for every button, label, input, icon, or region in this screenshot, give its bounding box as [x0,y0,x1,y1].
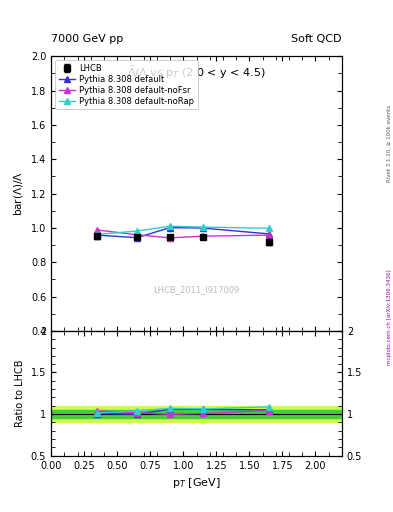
Text: Rivet 3.1.10, ≥ 100k events: Rivet 3.1.10, ≥ 100k events [387,105,392,182]
Pythia 8.308 default-noRap [135,228,140,234]
Pythia 8.308 default-noRap [267,225,272,231]
Pythia 8.308 default [95,232,100,238]
Text: mcplots.cern.ch [arXiv:1306.3436]: mcplots.cern.ch [arXiv:1306.3436] [387,270,392,365]
Line: Pythia 8.308 default-noFsr: Pythia 8.308 default-noFsr [95,227,272,241]
Pythia 8.308 default-noFsr [201,233,206,239]
Pythia 8.308 default-noFsr [135,232,140,238]
Pythia 8.308 default [267,231,272,237]
Pythia 8.308 default-noRap [168,223,173,229]
Bar [51,406,342,422]
Text: $\bar{\Lambda}/\Lambda$ vs p$_{T}$ (2.0 < y < 4.5): $\bar{\Lambda}/\Lambda$ vs p$_{T}$ (2.0 … [127,65,266,81]
Text: 7000 GeV pp: 7000 GeV pp [51,33,123,44]
Pythia 8.308 default-noRap [201,224,206,230]
Pythia 8.308 default-noFsr [168,235,173,241]
X-axis label: p$_{T}$ [GeV]: p$_{T}$ [GeV] [172,476,221,490]
Y-axis label: Ratio to LHCB: Ratio to LHCB [15,359,25,427]
Legend: LHCB, Pythia 8.308 default, Pythia 8.308 default-noFsr, Pythia 8.308 default-noR: LHCB, Pythia 8.308 default, Pythia 8.308… [55,60,198,110]
Pythia 8.308 default-noFsr [95,227,100,233]
Pythia 8.308 default [168,224,173,230]
Text: LHCB_2011_I917009: LHCB_2011_I917009 [153,285,240,294]
Pythia 8.308 default-noFsr [267,232,272,238]
Pythia 8.308 default-noRap [95,231,100,238]
Bar [51,410,342,418]
Pythia 8.308 default [201,225,206,231]
Line: Pythia 8.308 default: Pythia 8.308 default [95,225,272,241]
Text: Soft QCD: Soft QCD [292,33,342,44]
Pythia 8.308 default [135,234,140,241]
Y-axis label: bar($\Lambda$)/$\Lambda$: bar($\Lambda$)/$\Lambda$ [12,171,25,216]
Line: Pythia 8.308 default-noRap: Pythia 8.308 default-noRap [95,223,272,237]
